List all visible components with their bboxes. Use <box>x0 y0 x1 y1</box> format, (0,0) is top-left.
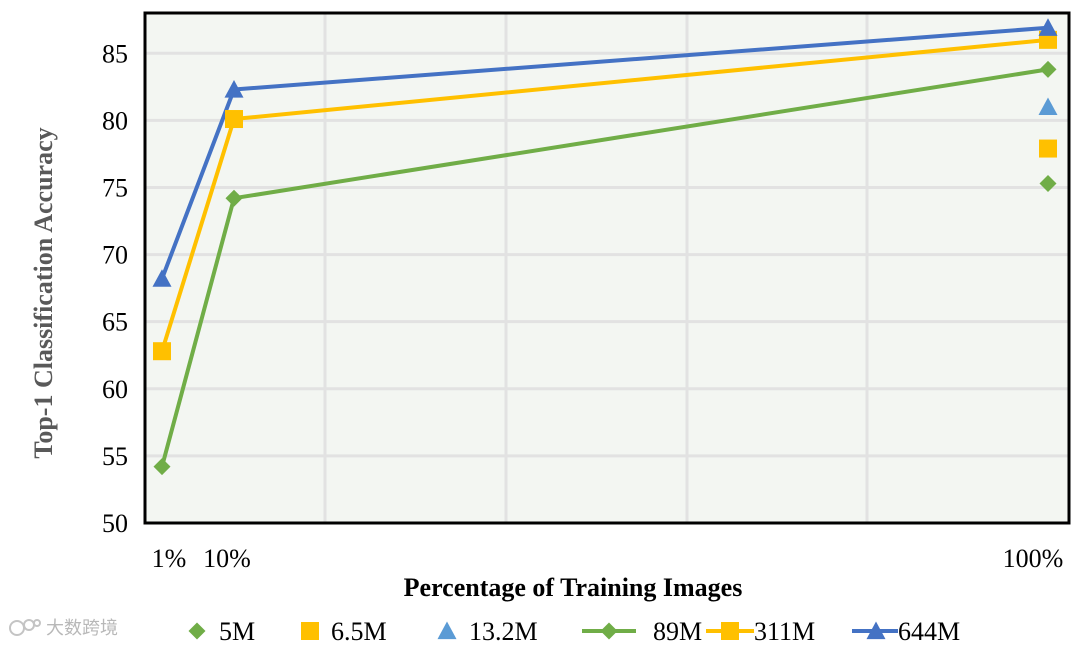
plot-frame <box>143 11 1071 525</box>
legend-marker-89M <box>600 622 618 640</box>
legend-marker-13.2M <box>437 621 457 640</box>
y-tick-label: 70 <box>102 241 128 270</box>
axes: 50 55 60 65 70 75 80 85 1% 10% 100% Percentage of T… <box>29 11 1071 602</box>
y-tick-label: 55 <box>102 442 128 471</box>
legend-label-6.5M: 6.5M <box>331 617 387 646</box>
y-tick-label: 75 <box>102 173 128 202</box>
legend-marker-644M <box>866 621 886 640</box>
y-tick-label: 50 <box>102 509 128 538</box>
legend-label-5M: 5M <box>219 617 255 646</box>
x-tick-label: 1% <box>152 544 187 573</box>
watermark-logo-icon <box>9 619 41 636</box>
data-point-311M <box>153 342 171 361</box>
data-point-311M <box>225 110 243 129</box>
data-point-5M <box>1039 174 1057 192</box>
data-point-13.2M <box>1038 97 1058 116</box>
data-point-644M <box>152 269 172 287</box>
plot-background <box>145 13 1069 523</box>
legend: 5M 6.5M 13.2M 89M 311M 644M <box>188 617 960 646</box>
x-tick-label: 100% <box>1003 544 1064 573</box>
legend-marker-5M <box>188 622 206 640</box>
data-point-89M <box>153 458 171 476</box>
y-axis-title: Top-1 Classification Accuracy <box>29 127 58 458</box>
y-tick-label: 80 <box>102 106 128 135</box>
legend-label-311M: 311M <box>754 617 815 646</box>
x-axis-title: Percentage of Training Images <box>404 573 743 602</box>
data-point-644M <box>224 80 244 98</box>
y-tick-label: 85 <box>102 39 128 68</box>
watermark-text: 大数跨境 <box>46 618 118 639</box>
legend-marker-6.5M <box>301 622 319 640</box>
watermark: 大数跨境 <box>8 614 118 640</box>
legend-label-13.2M: 13.2M <box>469 617 538 646</box>
x-tick-label: 10% <box>203 544 251 573</box>
y-tick-label: 65 <box>102 308 128 337</box>
data-point-89M <box>1039 60 1057 78</box>
series-layer <box>152 18 1058 476</box>
data-point-89M <box>225 189 243 207</box>
legend-label-644M: 644M <box>898 617 960 646</box>
y-tick-label: 60 <box>102 375 128 404</box>
legend-marker-311M <box>721 622 739 640</box>
data-point-644M <box>1038 18 1058 36</box>
data-point-6.5M <box>1039 139 1057 158</box>
legend-label-89M: 89M <box>653 617 702 646</box>
